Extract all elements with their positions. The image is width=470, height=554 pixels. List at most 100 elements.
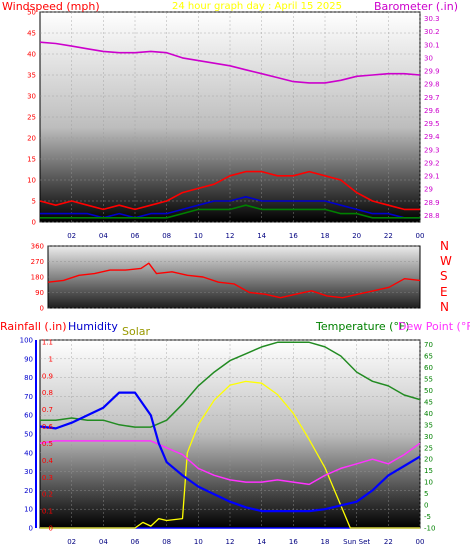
time-tick-bottom: 08: [162, 538, 171, 546]
temp-y-tick: 35: [424, 421, 433, 429]
rain-y-tick: 0: [49, 525, 53, 533]
time-tick: 04: [99, 232, 108, 240]
series-layer: [39, 41, 421, 529]
time-tick: 22: [384, 232, 393, 240]
time-tick: 14: [257, 232, 266, 240]
time-tick-bottom: 18: [321, 538, 330, 546]
humidity-axis-label: Humidity: [68, 320, 118, 333]
dir-y-tick: 0: [40, 305, 44, 313]
time-tick-bottom: Sun Set: [343, 538, 370, 546]
cardinal-e: E: [440, 285, 448, 299]
humidity-y-tick: 10: [24, 506, 33, 514]
solar-line: [40, 380, 420, 529]
humidity-y-tick: 0: [29, 525, 33, 533]
humidity-y-tick: 30: [24, 468, 33, 476]
time-tick-bottom: 06: [131, 538, 140, 546]
baro-y-tick: 29.4: [424, 133, 440, 141]
temp-y-tick: 10: [424, 479, 433, 487]
rain-y-tick: 0.5: [42, 440, 53, 448]
rainfall-axis-label: Rainfall (.in): [0, 320, 67, 333]
time-tick-bottom: 04: [99, 538, 108, 546]
wind-y-tick: 35: [27, 72, 36, 80]
baro-y-tick: 30.3: [424, 15, 440, 23]
temp-y-tick: 20: [424, 456, 433, 464]
rain-y-tick: 0.4: [42, 457, 54, 465]
temp-y-tick: 30: [424, 433, 433, 441]
temp-y-tick: -10: [424, 525, 435, 533]
baro-y-tick: 28.8: [424, 212, 440, 220]
chart-title: 24 hour graph day : April 15 2025: [172, 1, 342, 12]
time-tick: 00: [416, 232, 425, 240]
time-tick: 18: [321, 232, 330, 240]
temp-y-tick: 55: [424, 375, 433, 383]
time-tick: 12: [226, 232, 235, 240]
dir-y-tick: 180: [31, 274, 44, 282]
time-tick: 16: [289, 232, 298, 240]
cardinal-w: W: [440, 254, 452, 268]
humidity-y-tick: 70: [24, 393, 33, 401]
wind-y-tick: 20: [27, 135, 36, 143]
rain-y-tick: 1.1: [42, 339, 53, 347]
rain-y-tick: 0.2: [42, 491, 53, 499]
wind-direction-line: [47, 262, 421, 299]
time-tick-bottom: 10: [194, 538, 203, 546]
time-tick: 02: [67, 232, 76, 240]
time-tick-bottom: 14: [257, 538, 266, 546]
dir-y-tick: 90: [35, 289, 44, 297]
wind-y-tick: 0: [32, 219, 36, 227]
time-tick: 06: [131, 232, 140, 240]
baro-y-tick: 28.9: [424, 199, 440, 207]
cardinal-n-top: N: [440, 239, 449, 253]
cardinal-n-bottom: N: [440, 300, 449, 314]
temp-y-tick: -5: [424, 513, 431, 521]
wind-y-tick: 40: [27, 51, 36, 59]
tick-layer: 0510152025303540455028.828.92929.129.229…: [20, 9, 441, 547]
humidity-line: [39, 391, 421, 513]
average-wind-line: [40, 204, 420, 219]
time-tick-bottom: 16: [289, 538, 298, 546]
temperature-line: [40, 341, 421, 428]
gust-line: [39, 170, 420, 211]
cardinal-s: S: [440, 269, 448, 283]
humidity-y-tick: 80: [24, 374, 33, 382]
rain-y-tick: 0.6: [42, 423, 54, 431]
rain-y-tick: 0.8: [42, 389, 53, 397]
temp-y-tick: 40: [424, 410, 433, 418]
time-tick-bottom: 00: [416, 538, 425, 546]
rain-y-tick: 0.7: [42, 406, 53, 414]
humidity-y-tick: 40: [24, 449, 33, 457]
baro-y-tick: 29: [424, 186, 433, 194]
time-tick-bottom: 12: [226, 538, 235, 546]
humidity-y-tick: 20: [24, 487, 33, 495]
baro-y-tick: 29.5: [424, 120, 440, 128]
humidity-y-tick: 100: [20, 337, 33, 345]
humidity-y-tick: 50: [24, 431, 33, 439]
baro-y-tick: 29.3: [424, 146, 440, 154]
time-tick: 08: [162, 232, 171, 240]
wind-y-tick: 50: [27, 9, 36, 17]
wind-y-tick: 30: [27, 93, 36, 101]
time-tick-bottom: 22: [384, 538, 393, 546]
temp-y-tick: 50: [424, 387, 433, 395]
rain-y-tick: 0.9: [42, 372, 53, 380]
temp-y-tick: 25: [424, 444, 433, 452]
wind-y-tick: 45: [27, 30, 36, 38]
temp-y-tick: 45: [424, 398, 433, 406]
temp-y-tick: 65: [424, 353, 433, 361]
temp-y-tick: 70: [424, 341, 433, 349]
temp-y-tick: 5: [424, 490, 428, 498]
temp-y-tick: 15: [424, 467, 433, 475]
solar-label: Solar: [122, 325, 151, 338]
wind-y-tick: 15: [27, 156, 36, 164]
baro-y-tick: 29.6: [424, 107, 440, 115]
time-tick: 20: [352, 232, 361, 240]
baro-y-tick: 29.8: [424, 81, 440, 89]
dewpoint-line: [39, 440, 421, 486]
rain-y-tick: 1: [49, 355, 53, 363]
rain-y-tick: 0.3: [42, 474, 53, 482]
baro-y-tick: 30.1: [424, 41, 440, 49]
wind-y-tick: 10: [27, 177, 36, 185]
wind-y-tick: 5: [32, 198, 36, 206]
baro-y-tick: 29.9: [424, 68, 440, 76]
